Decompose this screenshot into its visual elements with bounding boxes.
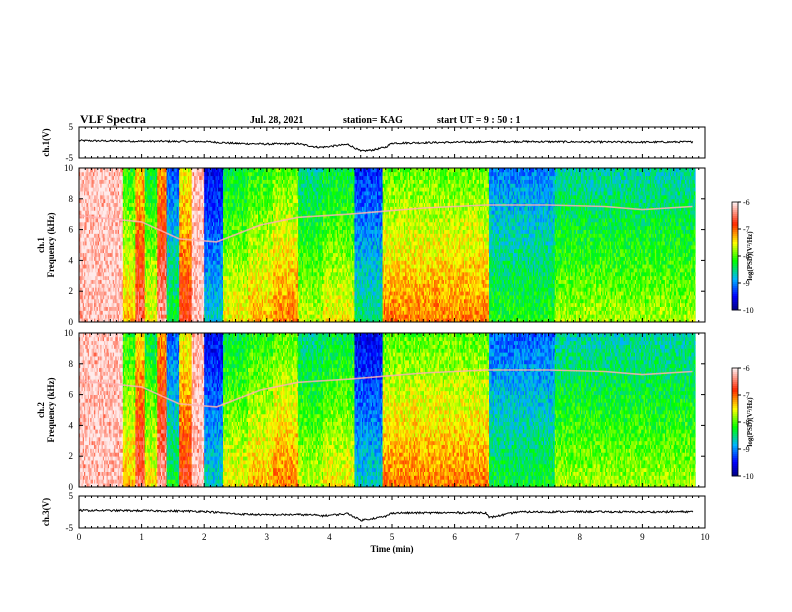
waveform-point (298, 143, 299, 144)
panel-frame (79, 127, 705, 158)
date-label: Jul. 28, 2021 (250, 115, 303, 126)
spectrogram-segment (123, 168, 136, 322)
y-tick-label: 5 (69, 122, 74, 132)
waveform-point (642, 142, 643, 143)
waveform-point (348, 144, 349, 145)
station-label: station= KAG (343, 115, 403, 126)
waveform-point (579, 141, 580, 142)
waveform-point (692, 141, 693, 142)
spectrogram-segment (157, 168, 167, 322)
spectrogram-segment (167, 168, 180, 322)
waveform-trace (79, 140, 693, 152)
waveform-point (323, 147, 324, 148)
waveform-point (373, 149, 374, 150)
waveform-point (360, 151, 361, 152)
waveform-point (235, 143, 236, 144)
waveform-point (316, 147, 317, 148)
waveform-point (141, 141, 142, 142)
spectrogram-segment (79, 168, 123, 322)
waveform-point (385, 147, 386, 148)
figure-title: VLF Spectra (80, 112, 146, 126)
y-tick-label: -5 (66, 153, 74, 163)
waveform-point (391, 143, 392, 144)
waveform-point (517, 141, 518, 142)
spectrogram-segment (135, 168, 145, 322)
y-axis-label: ch.1(V) (41, 128, 51, 156)
waveform-point (485, 141, 486, 142)
spectrogram-segment (145, 168, 158, 322)
start-ut-label: start UT = 9 : 50 : 1 (437, 115, 521, 126)
waveform-point (266, 143, 267, 144)
ch1-waveform-panel: 5 -5 ch.1(V) (41, 122, 705, 163)
waveform-point (204, 141, 205, 142)
